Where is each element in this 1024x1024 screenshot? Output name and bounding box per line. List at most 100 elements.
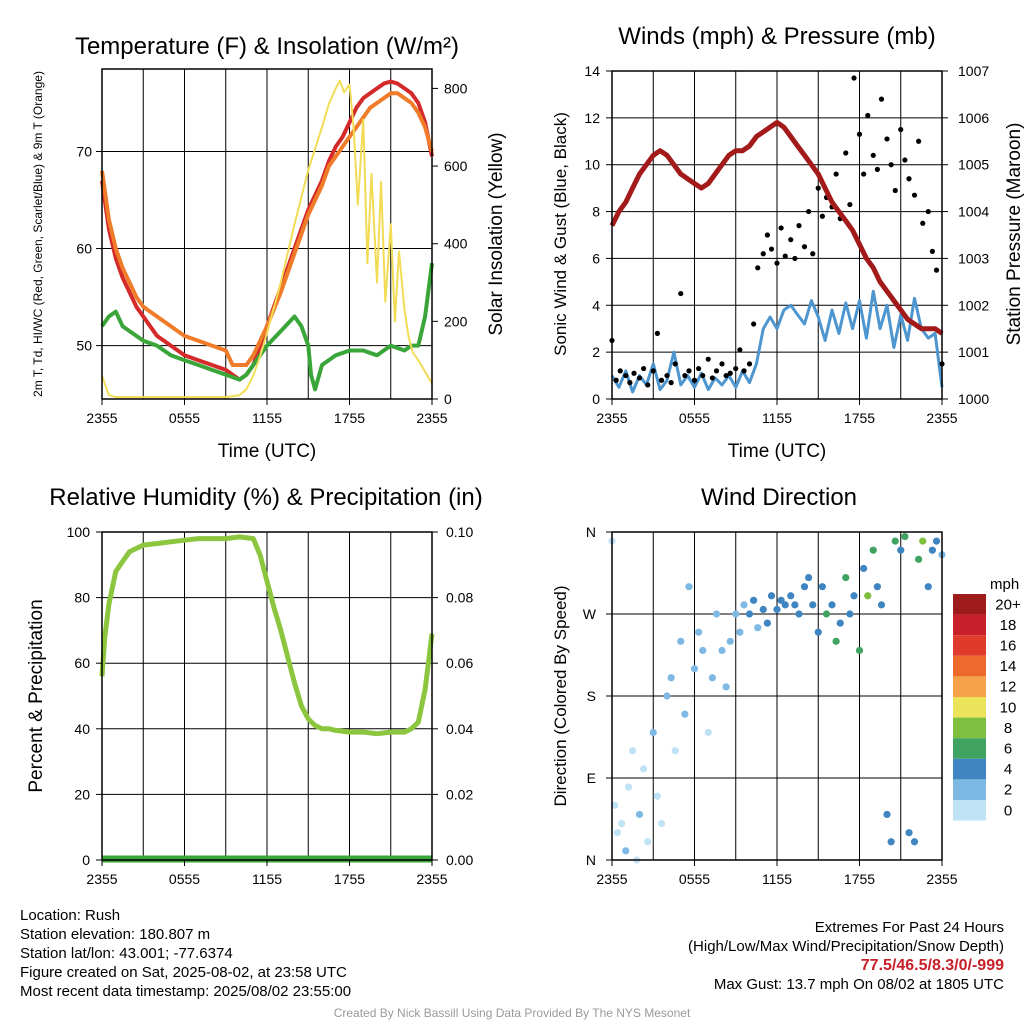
- direction-point: [891, 537, 899, 545]
- direction-point: [873, 583, 881, 591]
- direction-point: [883, 810, 891, 819]
- direction-point: [897, 546, 905, 554]
- y-tick-label: 70: [76, 144, 92, 160]
- direction-point: [905, 829, 913, 837]
- y-tick-label: 60: [74, 655, 90, 671]
- gust-point: [636, 375, 643, 381]
- extremes-info: Extremes For Past 24 Hours (High/Low/Max…: [688, 918, 1004, 994]
- direction-point: [887, 838, 895, 846]
- y-right-tick-label: 800: [444, 80, 468, 96]
- temperature-y-ticks-right: 0 200 400 600 800: [432, 80, 468, 407]
- y-right-tick-label: 1003: [958, 250, 989, 266]
- winds-ylabel-right: Station Pressure (Maroon): [1004, 123, 1024, 346]
- y-tick-label: 100: [67, 524, 91, 540]
- direction-point: [613, 829, 622, 837]
- winds-xlabel: Time (UTC): [728, 441, 827, 462]
- gust-point: [668, 380, 674, 386]
- winds-panel: Winds (mph) & Pressure (mb) 2355 0555 1155…: [551, 23, 1024, 462]
- x-tick-label: 2355: [926, 410, 957, 426]
- gust-point: [696, 365, 702, 372]
- y-right-tick-label: 1005: [958, 157, 989, 173]
- direction-point: [677, 637, 685, 645]
- y-tick-label: E: [587, 770, 596, 786]
- gust-point: [654, 330, 660, 336]
- gust-point: [902, 157, 908, 163]
- direction-point: [663, 692, 671, 700]
- humidity-y-ticks-left: 0 20 40 60 80 100: [67, 524, 102, 868]
- legend-swatch: [953, 697, 986, 718]
- gust-point: [925, 208, 931, 215]
- legend-label: 18: [1000, 617, 1017, 634]
- temperature-ylabel-right: Solar Insolation (Yellow): [486, 132, 507, 335]
- gust-point: [617, 368, 623, 374]
- y-right-tick-label: 0.06: [446, 655, 473, 671]
- direction-point: [649, 728, 657, 737]
- humidity-x-ticks: 2355 0555 1155 1755 2355: [86, 860, 448, 887]
- legend-swatch: [953, 758, 986, 780]
- y-tick-label: 14: [584, 63, 600, 79]
- direction-point: [611, 801, 619, 809]
- wind-direction-gridlines: [612, 532, 942, 860]
- humidity-ylabel: Percent & Precipitation: [26, 599, 47, 792]
- y-right-tick-label: 0.02: [446, 786, 473, 802]
- direction-point: [722, 683, 730, 691]
- x-tick-label: 1155: [762, 410, 792, 426]
- gust-point: [650, 368, 656, 374]
- x-tick-label: 2355: [86, 410, 117, 426]
- extremes-subtitle: (High/Low/Max Wind/Precipitation/Snow De…: [688, 938, 1004, 955]
- gust-point: [792, 255, 798, 262]
- series-line: [609, 120, 944, 336]
- legend-label: 4: [1004, 761, 1012, 778]
- gust-point: [911, 192, 918, 198]
- humidity-line: [99, 534, 435, 737]
- y-right-tick-label: 0.10: [446, 524, 473, 540]
- y-right-tick-label: 400: [444, 236, 468, 252]
- temperature-y-ticks-left: 50 60 70: [76, 144, 102, 354]
- y-tick-label: 10: [584, 157, 600, 173]
- legend-label: 20+: [995, 596, 1021, 613]
- gust-point: [878, 96, 885, 102]
- legend-label: 14: [1000, 658, 1017, 675]
- gust-point: [613, 377, 619, 383]
- direction-point: [832, 637, 840, 645]
- gust-point: [870, 152, 876, 158]
- y-tick-label: N: [586, 524, 596, 540]
- gust-point: [806, 208, 812, 215]
- wind-direction-x-ticks: 2355 0555 1155 1755 2355: [596, 860, 958, 887]
- y-tick-label: N: [586, 852, 596, 868]
- gust-point: [815, 185, 821, 191]
- gust-point: [705, 356, 711, 362]
- y-right-tick-label: 1002: [958, 297, 989, 313]
- direction-point: [763, 619, 771, 627]
- direction-point: [653, 792, 661, 800]
- gust-point: [884, 136, 890, 142]
- gust-point: [774, 260, 780, 266]
- gust-point: [691, 377, 698, 383]
- y-right-tick-label: 200: [444, 313, 468, 329]
- direction-point: [681, 710, 689, 718]
- gust-point: [733, 365, 739, 372]
- y-tick-label: 0: [592, 391, 600, 407]
- y-right-tick-label: 1004: [958, 204, 989, 220]
- gust-point: [843, 150, 849, 156]
- direction-point: [822, 610, 831, 618]
- gust-point: [801, 244, 808, 250]
- gust-point: [933, 267, 940, 273]
- direction-point: [787, 592, 795, 600]
- gust-point: [631, 370, 637, 376]
- gust-point: [727, 370, 733, 376]
- direction-point: [629, 747, 637, 755]
- direction-point: [726, 637, 734, 645]
- gust-point: [778, 225, 784, 231]
- y-tick-label: 8: [592, 204, 600, 220]
- station-elevation: Station elevation: 180.807 m: [20, 926, 211, 943]
- direction-point: [708, 674, 716, 682]
- gust-point: [847, 201, 853, 208]
- winds-series: [609, 75, 945, 394]
- max-gust: Max Gust: 13.7 mph On 08/02 at 1805 UTC: [713, 976, 1004, 993]
- temperature-x-ticks: 2355 0555 1155 1755 2355: [86, 399, 448, 426]
- winds-ylabel-left: Sonic Wind & Gust (Blue, Black): [551, 112, 570, 356]
- legend-label: 16: [1000, 638, 1017, 655]
- legend-swatch: [953, 779, 986, 800]
